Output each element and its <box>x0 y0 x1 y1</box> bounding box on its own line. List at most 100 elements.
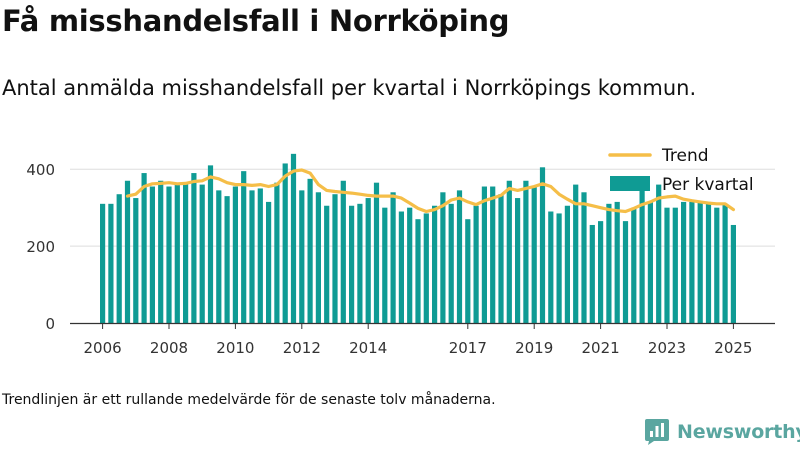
bar <box>490 186 496 323</box>
x-tick-label: 2014 <box>349 339 387 357</box>
legend: Trend Per kvartal <box>608 146 754 195</box>
bar <box>241 171 247 323</box>
x-tick-label: 2010 <box>216 339 254 357</box>
y-axis-ticks: 0 200 400 <box>26 161 55 333</box>
legend-item-bars: Per kvartal <box>610 175 754 195</box>
x-tick-label: 2012 <box>283 339 321 357</box>
bar <box>722 203 728 323</box>
bar <box>539 167 546 323</box>
bar <box>647 201 653 323</box>
bar <box>174 184 180 323</box>
bar <box>606 203 612 323</box>
y-tick-label: 200 <box>26 238 55 256</box>
bar <box>440 192 446 323</box>
bar <box>631 207 637 323</box>
x-tick-label: 2025 <box>714 339 752 357</box>
bar <box>423 213 429 323</box>
bar <box>456 190 463 323</box>
bar <box>523 180 529 323</box>
bar <box>349 205 355 323</box>
bar <box>141 173 147 323</box>
bar <box>116 194 122 323</box>
bar <box>149 186 155 323</box>
bar <box>614 201 620 323</box>
trend-series <box>125 168 735 214</box>
chart-subtitle: Antal anmälda misshandelsfall per kvarta… <box>2 76 697 100</box>
bar <box>282 163 288 323</box>
bar <box>183 182 189 323</box>
bar <box>730 224 736 323</box>
bar <box>498 194 504 323</box>
bar <box>266 201 272 323</box>
legend-label-bars: Per kvartal <box>662 175 754 195</box>
bar <box>548 211 554 323</box>
bar <box>531 186 537 323</box>
bar <box>506 180 512 323</box>
bar <box>216 190 222 323</box>
bar <box>689 201 695 323</box>
bar <box>100 203 106 323</box>
bar <box>373 182 380 323</box>
x-tick-label: 2008 <box>150 339 188 357</box>
chart-title: Få misshandelsfall i Norrköping <box>2 4 510 38</box>
bar <box>133 198 139 323</box>
brand-logo: Newsworthy <box>644 418 800 446</box>
bar <box>199 184 205 323</box>
bar <box>705 201 712 323</box>
bar <box>249 190 255 323</box>
bar <box>357 203 363 323</box>
bar <box>407 207 413 323</box>
bar <box>108 203 114 323</box>
x-tick-label: 2017 <box>449 339 487 357</box>
bar <box>581 192 587 323</box>
footnote: Trendlinjen är ett rullande medelvärde f… <box>2 392 496 408</box>
bar <box>432 205 438 323</box>
bar <box>622 221 629 323</box>
bar <box>257 188 263 323</box>
bar <box>639 182 645 323</box>
bar <box>664 207 670 323</box>
bar <box>681 201 687 323</box>
bar <box>290 153 297 323</box>
legend-item-trend: Trend <box>608 146 709 166</box>
bar <box>315 192 321 323</box>
x-tick-label: 2023 <box>648 339 686 357</box>
bar <box>714 207 720 323</box>
bar <box>415 219 421 323</box>
bar <box>473 205 479 323</box>
bar <box>224 196 230 323</box>
bar <box>390 192 396 323</box>
bar <box>515 198 521 323</box>
trend-line <box>125 168 735 214</box>
legend-label-trend: Trend <box>661 146 709 166</box>
x-axis: 2006 2008 2010 2012 2014 2017 2019 2021 2023 2025 <box>70 322 775 357</box>
bar <box>158 180 164 323</box>
bar <box>207 165 214 323</box>
bar <box>299 190 305 323</box>
bar <box>166 186 172 323</box>
bar-chart: 0 200 400 2006 2008 2010 2012 2014 2017 2019 2021… <box>26 146 775 357</box>
bar-series <box>100 153 736 323</box>
bar <box>332 194 338 323</box>
x-tick-label: 2006 <box>84 339 122 357</box>
legend-swatch-bars <box>610 176 650 191</box>
bar <box>324 205 330 323</box>
bar <box>448 203 454 323</box>
bar <box>598 221 604 323</box>
bar <box>697 201 703 323</box>
bar <box>564 205 570 323</box>
y-tick-label: 0 <box>45 315 55 333</box>
bar <box>307 178 313 323</box>
newsworthy-logo-icon <box>645 419 669 445</box>
bar <box>382 207 388 323</box>
bar <box>573 184 579 323</box>
bar <box>656 184 662 323</box>
bar <box>556 213 562 323</box>
bar <box>191 173 197 323</box>
bar <box>232 186 238 323</box>
bar <box>124 180 131 323</box>
bar <box>465 219 471 323</box>
bar <box>481 186 487 323</box>
x-tick-label: 2019 <box>515 339 553 357</box>
y-tick-label: 400 <box>26 161 55 179</box>
